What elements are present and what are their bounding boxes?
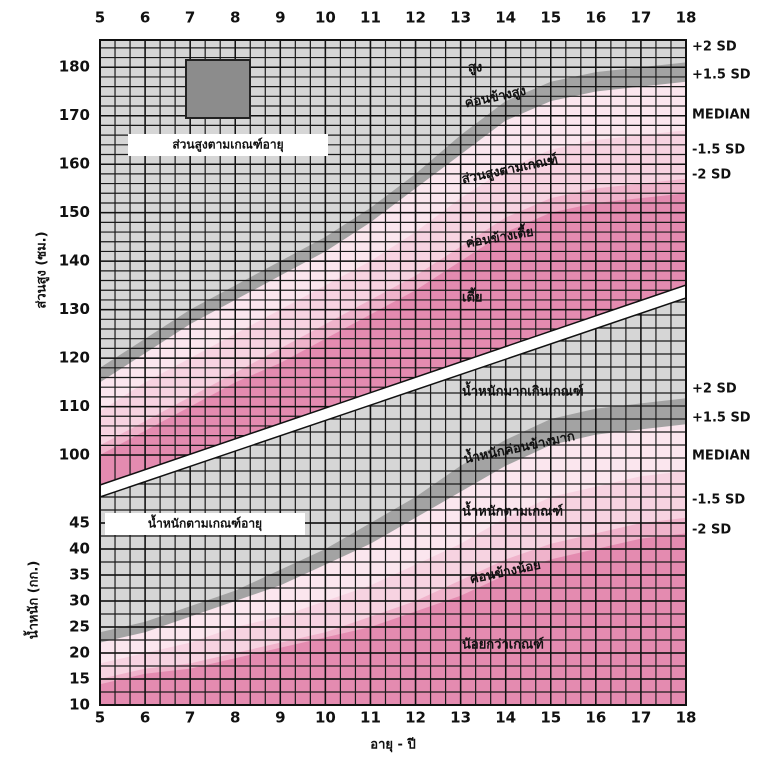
y-tick-label: 100 — [59, 446, 90, 464]
x-tick-label: 9 — [275, 709, 285, 727]
x-tick-label: 13 — [450, 709, 471, 727]
y-tick-label: 130 — [59, 300, 90, 318]
legend-label: -1.5 SD — [692, 143, 745, 158]
y-axis-label: น้ำหนัก (กก.) — [23, 561, 42, 640]
x-tick-label: 9 — [275, 9, 285, 27]
x-tick-label: 17 — [630, 709, 651, 727]
y-tick-label: 30 — [69, 592, 90, 610]
x-tick-label: 16 — [585, 709, 606, 727]
y-tick-label: 45 — [69, 514, 90, 532]
x-tick-label: 17 — [630, 9, 651, 27]
legend-label: +1.5 SD — [692, 68, 751, 83]
zone-label: น้ำหนักตามเกณฑ์ — [462, 501, 563, 520]
x-tick-label: 11 — [360, 9, 381, 27]
legend-label: -2 SD — [692, 168, 731, 183]
x-tick-label: 18 — [676, 709, 697, 727]
zone-label: เตี้ย — [462, 287, 483, 306]
zone-label: น้ำหนักมากเกินเกณฑ์ — [462, 381, 584, 400]
x-tick-label: 14 — [495, 709, 516, 727]
x-tick-label: 13 — [450, 9, 471, 27]
x-tick-label: 5 — [95, 9, 105, 27]
y-tick-label: 15 — [69, 670, 90, 688]
y-tick-label: 140 — [59, 252, 90, 270]
x-tick-label: 11 — [360, 709, 381, 727]
y-tick-label: 120 — [59, 349, 90, 367]
x-axis-label: อายุ - ปี — [370, 737, 415, 753]
legend-label: +2 SD — [692, 382, 737, 397]
y-tick-label: 170 — [59, 106, 90, 124]
x-tick-label: 8 — [230, 9, 240, 27]
legend-label: -1.5 SD — [692, 493, 745, 508]
sd-band — [100, 533, 686, 705]
y-axis-label: ส่วนสูง (ซม.) — [35, 231, 50, 308]
x-tick-label: 10 — [315, 9, 336, 27]
x-tick-label: 10 — [315, 709, 336, 727]
chart-title: น้ำหนักตามเกณฑ์อายุ — [148, 514, 262, 532]
x-tick-label: 15 — [540, 709, 561, 727]
x-tick-label: 6 — [140, 709, 150, 727]
title-box — [128, 134, 328, 156]
y-tick-label: 160 — [59, 155, 90, 173]
y-tick-label: 20 — [69, 644, 90, 662]
x-tick-label: 5 — [95, 709, 105, 727]
y-tick-label: 25 — [69, 618, 90, 636]
chart-title: ส่วนสูงตามเกณฑ์อายุ — [172, 138, 283, 153]
y-tick-label: 40 — [69, 540, 90, 558]
legend-label: +1.5 SD — [692, 411, 751, 426]
y-tick-label: 10 — [69, 696, 90, 714]
x-tick-label: 16 — [585, 9, 606, 27]
x-tick-label: 12 — [405, 9, 426, 27]
legend-label: MEDIAN — [692, 449, 750, 464]
zone-label: น้อยกว่าเกณฑ์ — [462, 637, 544, 653]
y-tick-label: 110 — [59, 397, 90, 415]
x-tick-label: 7 — [185, 9, 195, 27]
zone-label: สูง — [468, 61, 482, 76]
x-tick-label: 7 — [185, 709, 195, 727]
y-tick-label: 180 — [59, 58, 90, 76]
x-tick-label: 12 — [405, 709, 426, 727]
title-box — [105, 513, 305, 535]
x-tick-label: 18 — [676, 9, 697, 27]
y-tick-label: 35 — [69, 566, 90, 584]
legend-label: +2 SD — [692, 40, 737, 55]
child-photo — [185, 59, 251, 119]
x-tick-label: 8 — [230, 709, 240, 727]
plot-frame — [99, 39, 687, 706]
x-tick-label: 15 — [540, 9, 561, 27]
x-tick-label: 6 — [140, 9, 150, 27]
y-tick-label: 150 — [59, 203, 90, 221]
legend-label: -2 SD — [692, 523, 731, 538]
x-tick-label: 14 — [495, 9, 516, 27]
legend-label: MEDIAN — [692, 108, 750, 123]
